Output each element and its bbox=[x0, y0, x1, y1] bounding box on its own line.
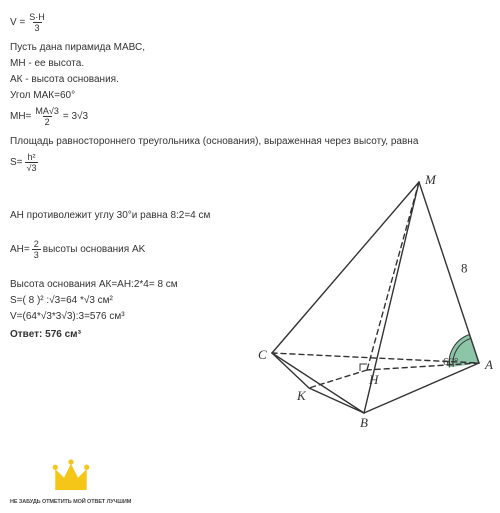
svg-text:C: C bbox=[258, 347, 267, 362]
ah-lhs: AH= bbox=[10, 244, 30, 255]
mh-lhs: MH= bbox=[10, 111, 31, 122]
ah-rhs: высоты основания AK bbox=[43, 244, 146, 255]
ah-frac: 2 3 bbox=[32, 239, 41, 260]
crown-caption: НЕ ЗАБУДЬ ОТМЕТИТЬ МОЙ ОТВЕТ ЛУЧШИМ bbox=[10, 499, 131, 505]
s-lhs: S= bbox=[10, 157, 23, 168]
text-line: Угол МАК=60° bbox=[10, 89, 490, 102]
svg-text:8: 8 bbox=[461, 261, 468, 276]
vol-lhs: V = bbox=[10, 17, 25, 28]
mh-rhs: = 3√3 bbox=[63, 111, 88, 122]
svg-text:K: K bbox=[296, 388, 307, 403]
text-line: АК - высота основания. bbox=[10, 73, 490, 86]
answer-value: 576 см³ bbox=[45, 329, 81, 340]
crown-icon bbox=[50, 455, 92, 497]
text-line: Площадь равностороннего треугольника (ос… bbox=[10, 135, 490, 148]
svg-text:M: M bbox=[424, 172, 437, 187]
answer-label: Ответ: bbox=[10, 329, 45, 340]
s-frac: h² √3 bbox=[25, 152, 39, 173]
text-line: Пусть дана пирамида МАВС, bbox=[10, 41, 490, 54]
svg-text:60°: 60° bbox=[443, 356, 458, 368]
crown-block: НЕ ЗАБУДЬ ОТМЕТИТЬ МОЙ ОТВЕТ ЛУЧШИМ bbox=[10, 455, 131, 505]
svg-text:B: B bbox=[360, 415, 368, 430]
svg-text:A: A bbox=[484, 357, 493, 372]
text-line: МН - ее высота. bbox=[10, 57, 490, 70]
vol-frac: S·H 3 bbox=[27, 12, 47, 33]
svg-text:H: H bbox=[368, 372, 379, 387]
pyramid-diagram: M A B C K H 8 60° bbox=[254, 170, 494, 430]
formula-volume: V = S·H 3 bbox=[10, 12, 490, 33]
mh-frac: MA√3 2 bbox=[33, 106, 60, 127]
formula-mh: MH= MA√3 2 = 3√3 bbox=[10, 106, 490, 127]
